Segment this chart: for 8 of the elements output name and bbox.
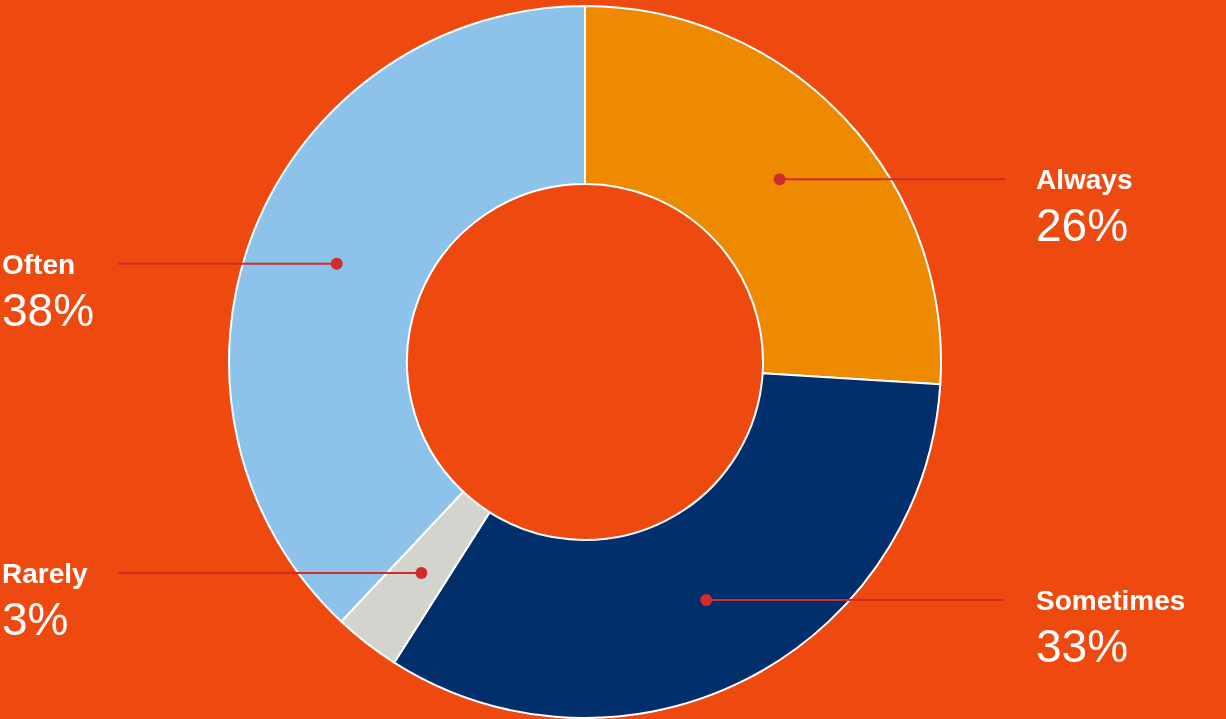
data-label: 3% <box>2 592 69 645</box>
slice-label: Rarely <box>2 557 89 589</box>
data-label: 33% <box>1036 619 1129 672</box>
slice-label: Often <box>2 248 76 280</box>
slice-label: Sometimes <box>1036 584 1186 616</box>
slice-label: Always <box>1036 164 1133 196</box>
data-label: 38% <box>2 283 95 336</box>
data-label: 26% <box>1036 199 1129 252</box>
